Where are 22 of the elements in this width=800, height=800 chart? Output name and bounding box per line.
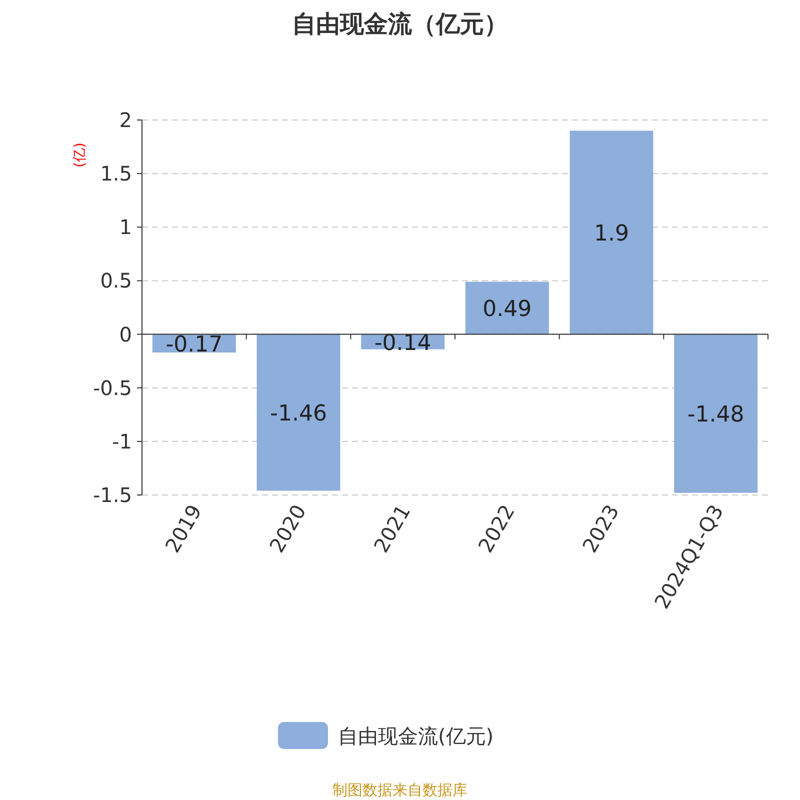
y-tick-label: 1.5 — [100, 162, 132, 186]
y-tick-label: -1.5 — [92, 483, 132, 507]
bar — [674, 334, 758, 493]
data-label: -1.48 — [687, 402, 744, 428]
bar — [570, 130, 654, 334]
y-tick-label: -1 — [112, 429, 132, 454]
data-label: 0.49 — [482, 297, 532, 322]
y-tick-label: 2 — [119, 108, 132, 132]
data-label: -0.17 — [166, 332, 223, 358]
data-label: -1.46 — [270, 402, 327, 426]
legend-label: 自由现金流(亿元) — [338, 724, 494, 748]
y-tick-label: 1 — [119, 215, 132, 240]
data-label: -0.14 — [374, 330, 432, 356]
bar — [256, 334, 340, 491]
bar — [465, 282, 549, 334]
y-tick-label: 0.5 — [100, 268, 132, 293]
y-tick-label: -0.5 — [92, 376, 132, 400]
y-tick-label: 0 — [119, 322, 132, 346]
chart-title: 自由现金流（亿元） — [292, 10, 508, 38]
text: 制图数据来自数据库 — [332, 781, 468, 799]
y-axis-title: (亿) — [72, 142, 88, 168]
data-label: 1.9 — [594, 222, 629, 246]
